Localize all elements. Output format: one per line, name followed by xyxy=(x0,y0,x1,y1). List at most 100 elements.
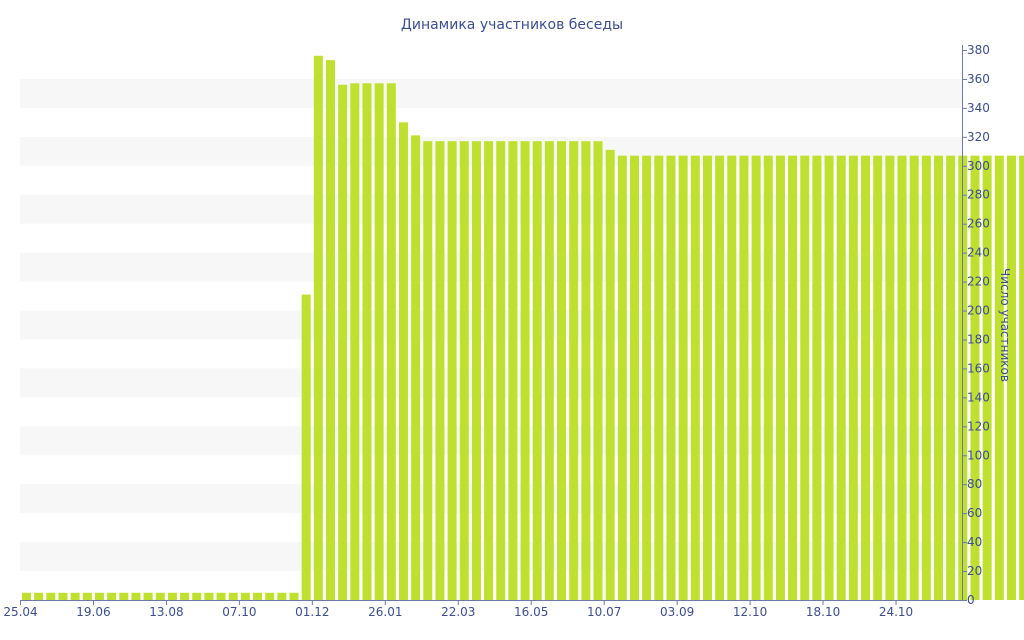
y-tick-label: 220 xyxy=(967,275,990,289)
x-tick-label: 13.08 xyxy=(149,605,183,619)
bar xyxy=(411,135,421,601)
y-tick-label: 160 xyxy=(967,361,990,375)
bar xyxy=(751,155,761,600)
bar xyxy=(204,592,214,600)
y-tick-label: 240 xyxy=(967,246,990,260)
y-tick-label: 40 xyxy=(967,535,982,549)
x-tick-label: 03.09 xyxy=(660,605,694,619)
bar xyxy=(702,155,712,600)
bar xyxy=(824,155,834,600)
bar xyxy=(836,155,846,600)
x-tick-label: 10.07 xyxy=(587,605,621,619)
bar xyxy=(374,83,384,600)
bar xyxy=(1019,155,1024,600)
bar xyxy=(812,155,822,600)
bar xyxy=(447,141,457,600)
bar xyxy=(423,141,433,600)
x-tick-label: 01.12 xyxy=(295,605,329,619)
bar xyxy=(727,155,737,600)
bar xyxy=(617,155,627,600)
bar xyxy=(581,141,591,600)
bar xyxy=(70,592,80,600)
bar xyxy=(180,592,190,600)
bar xyxy=(569,141,579,600)
y-tick-label: 260 xyxy=(967,217,990,231)
bar xyxy=(240,592,250,600)
bar xyxy=(167,592,177,600)
bar xyxy=(155,592,165,600)
bar xyxy=(982,155,992,600)
x-tick-label: 07.10 xyxy=(222,605,256,619)
y-tick-label: 320 xyxy=(967,130,990,144)
bar xyxy=(338,84,348,601)
bar xyxy=(763,155,773,600)
bar xyxy=(265,592,275,600)
x-tick-label: 16.05 xyxy=(514,605,548,619)
bar xyxy=(484,141,494,600)
bar xyxy=(435,141,445,600)
bar xyxy=(690,155,700,600)
bar xyxy=(739,155,749,600)
y-tick-label: 140 xyxy=(967,390,990,404)
bar xyxy=(301,294,311,600)
bar xyxy=(678,155,688,600)
x-tick-label: 12.10 xyxy=(733,605,767,619)
y-tick-label: 120 xyxy=(967,419,990,433)
bar xyxy=(654,155,664,600)
bar xyxy=(508,141,518,600)
bar xyxy=(946,155,956,600)
bar xyxy=(630,155,639,600)
bar xyxy=(557,141,567,600)
bar xyxy=(398,122,408,601)
bar xyxy=(861,155,871,600)
bar xyxy=(22,592,31,600)
bar xyxy=(934,155,943,600)
bar xyxy=(143,592,153,600)
x-tick-label: 24.10 xyxy=(879,605,913,619)
y-tick-label: 100 xyxy=(967,448,990,462)
bar xyxy=(289,592,299,600)
bar xyxy=(496,141,506,600)
x-tick-label: 26.01 xyxy=(368,605,402,619)
bars xyxy=(22,55,1024,601)
y-tick-label: 380 xyxy=(967,43,990,57)
bar xyxy=(326,60,335,600)
bar xyxy=(192,592,202,600)
bar xyxy=(909,155,919,600)
y-tick-label: 180 xyxy=(967,332,990,346)
y-tick-label: 300 xyxy=(967,159,990,173)
bar xyxy=(228,592,238,600)
bar xyxy=(58,592,68,600)
bar xyxy=(459,141,469,600)
bar xyxy=(921,155,931,600)
bar xyxy=(107,592,117,600)
bar xyxy=(800,155,810,600)
bar xyxy=(313,55,323,600)
bar xyxy=(666,155,676,600)
y-tick-label: 200 xyxy=(967,304,990,318)
y-tick-label: 80 xyxy=(967,477,982,491)
bar xyxy=(119,592,129,600)
bar xyxy=(848,155,858,600)
y-tick-label: 360 xyxy=(967,72,990,86)
x-tick-label: 22.03 xyxy=(441,605,475,619)
bar xyxy=(788,155,798,600)
bar xyxy=(885,155,895,600)
bar xyxy=(253,592,263,600)
bar xyxy=(544,141,554,600)
bar xyxy=(82,592,92,600)
y-tick-label: 280 xyxy=(967,188,990,202)
bar xyxy=(471,141,481,600)
y-ticks: 0 20 40 60 80 100 120 140 160 180 200 220 240 260 280 3… xyxy=(962,43,990,607)
bar xyxy=(593,141,603,600)
bar xyxy=(131,592,141,600)
y-tick-label: 0 xyxy=(967,593,975,607)
x-tick-label: 25.04 xyxy=(3,605,37,619)
y-tick-label: 20 xyxy=(967,564,982,578)
bar xyxy=(94,592,104,600)
bar xyxy=(775,155,785,600)
bar xyxy=(277,592,287,600)
bar xyxy=(994,155,1004,600)
y-tick-label: 60 xyxy=(967,506,982,520)
